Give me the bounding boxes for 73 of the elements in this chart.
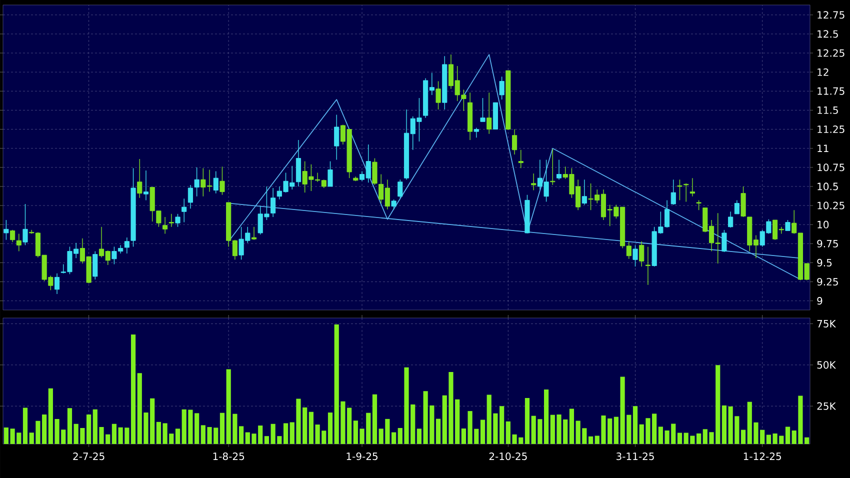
x-tick-label: 2-7-25 bbox=[73, 452, 104, 460]
y-tick-label: 12.5 bbox=[818, 30, 838, 38]
candlestick bbox=[696, 200, 702, 210]
candlestick bbox=[22, 204, 28, 246]
candlestick bbox=[334, 114, 340, 160]
candlestick bbox=[251, 226, 257, 240]
candlestick bbox=[645, 246, 651, 286]
candlestick bbox=[194, 167, 200, 197]
candlestick bbox=[296, 140, 302, 187]
y-tick-label: 12.75 bbox=[818, 11, 844, 19]
candlestick bbox=[4, 220, 9, 240]
candlestick bbox=[182, 198, 187, 223]
candlestick bbox=[137, 158, 142, 198]
candlestick bbox=[684, 183, 689, 202]
candlestick bbox=[480, 98, 486, 122]
y-tick-label: 25K bbox=[817, 402, 836, 410]
y-tick-label: 11.5 bbox=[818, 106, 838, 114]
candlestick bbox=[531, 173, 536, 191]
candlestick bbox=[168, 214, 174, 228]
candlestick bbox=[728, 211, 734, 228]
y-tick-label: 9.25 bbox=[817, 278, 838, 286]
y-tick-label: 75K bbox=[817, 320, 836, 328]
candlestick bbox=[499, 76, 504, 100]
candlestick bbox=[670, 179, 676, 206]
candlestick bbox=[213, 170, 218, 194]
candlestick bbox=[486, 92, 492, 134]
candlestick bbox=[518, 150, 524, 169]
y-tick-label: 50K bbox=[817, 361, 836, 369]
candlestick bbox=[328, 160, 333, 187]
candlestick bbox=[740, 186, 746, 218]
x-tick-label: 1-8-25 bbox=[213, 452, 244, 460]
candlestick bbox=[391, 199, 396, 210]
candlestick bbox=[54, 273, 60, 294]
candlestick bbox=[474, 127, 479, 138]
candlestick bbox=[632, 244, 638, 267]
candlestick bbox=[143, 170, 149, 201]
candlestick bbox=[188, 184, 193, 209]
y-tick-label: 12 bbox=[818, 68, 828, 76]
candlestick bbox=[722, 230, 727, 252]
candlestick bbox=[582, 179, 587, 206]
candlestick bbox=[785, 220, 790, 232]
candlestick bbox=[512, 128, 518, 155]
y-tick-label: 9 bbox=[817, 297, 822, 305]
x-tick-label: 3-11-25 bbox=[616, 452, 654, 460]
candlestick bbox=[162, 216, 168, 234]
y-tick-label: 10.75 bbox=[818, 164, 844, 172]
y-tick-label: 11 bbox=[818, 144, 828, 152]
candlestick bbox=[175, 214, 180, 228]
x-tick-label: 1-9-25 bbox=[346, 452, 378, 460]
candlestick bbox=[372, 158, 378, 186]
y-tick-label: 10.25 bbox=[818, 202, 844, 210]
y-tick-label: 11.25 bbox=[818, 125, 844, 134]
candlestick bbox=[690, 178, 695, 197]
candlestick bbox=[124, 237, 130, 254]
y-tick-label: 9.75 bbox=[817, 240, 838, 248]
y-tick-label: 10 bbox=[818, 220, 829, 228]
y-tick-label: 12.25 bbox=[818, 49, 844, 57]
candlestick bbox=[10, 230, 16, 242]
x-tick-label: 1-12-25 bbox=[744, 452, 781, 460]
y-tick-label: 11.75 bbox=[818, 87, 844, 95]
y-tick-label: 9.5 bbox=[817, 258, 832, 266]
candlestick bbox=[639, 241, 644, 267]
candlestick bbox=[556, 159, 562, 180]
candlestick bbox=[677, 179, 682, 201]
candlestick bbox=[220, 166, 225, 196]
candlestick bbox=[436, 80, 441, 110]
candlestick bbox=[398, 179, 403, 198]
candlestick bbox=[16, 233, 22, 252]
candlestick bbox=[270, 188, 276, 218]
candlestick bbox=[92, 250, 98, 280]
candlestick bbox=[734, 200, 740, 214]
x-tick-label: 2-10-25 bbox=[489, 452, 527, 460]
y-tick-label: 10.5 bbox=[818, 182, 838, 190]
